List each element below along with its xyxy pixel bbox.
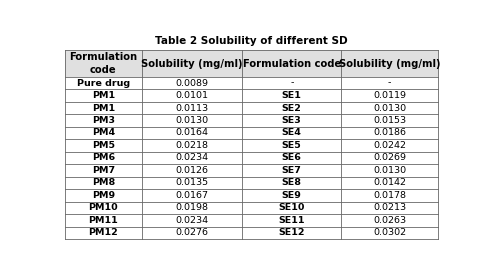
Text: SE10: SE10 [278, 204, 305, 212]
Text: Formulation
code: Formulation code [69, 52, 137, 75]
Text: 0.0218: 0.0218 [175, 141, 209, 150]
Text: 0.0130: 0.0130 [373, 104, 406, 112]
Text: -: - [388, 79, 391, 88]
Text: SE11: SE11 [278, 216, 305, 225]
Text: Solubility (mg/ml): Solubility (mg/ml) [339, 59, 440, 69]
Text: 0.0242: 0.0242 [373, 141, 406, 150]
Text: PM12: PM12 [88, 228, 118, 237]
Text: PM4: PM4 [92, 128, 115, 137]
Text: 0.0119: 0.0119 [373, 91, 406, 100]
Text: SE3: SE3 [282, 116, 301, 125]
Bar [65, 50, 438, 77]
Text: 0.0269: 0.0269 [373, 153, 406, 162]
Text: SE6: SE6 [282, 153, 301, 162]
Text: 0.0276: 0.0276 [175, 228, 209, 237]
Text: 0.0198: 0.0198 [175, 204, 209, 212]
Text: PM10: PM10 [88, 204, 118, 212]
Text: SE1: SE1 [282, 91, 301, 100]
Text: 0.0130: 0.0130 [373, 166, 406, 175]
Text: 0.0089: 0.0089 [175, 79, 209, 88]
Text: PM6: PM6 [92, 153, 115, 162]
Text: SE8: SE8 [282, 178, 302, 188]
Text: SE12: SE12 [278, 228, 305, 237]
Text: 0.0178: 0.0178 [373, 191, 406, 200]
Text: PM9: PM9 [92, 191, 115, 200]
Text: PM5: PM5 [92, 141, 115, 150]
Text: PM3: PM3 [92, 116, 115, 125]
Text: SE4: SE4 [282, 128, 301, 137]
Text: 0.0101: 0.0101 [175, 91, 209, 100]
Text: Solubility (mg/ml): Solubility (mg/ml) [141, 59, 243, 69]
Text: 0.0153: 0.0153 [373, 116, 406, 125]
Text: 0.0126: 0.0126 [175, 166, 209, 175]
Text: 0.0113: 0.0113 [175, 104, 209, 112]
Text: PM7: PM7 [92, 166, 115, 175]
Text: PM1: PM1 [92, 91, 115, 100]
Text: SE2: SE2 [282, 104, 301, 112]
Text: 0.0186: 0.0186 [373, 128, 406, 137]
Text: 0.0167: 0.0167 [175, 191, 209, 200]
Text: 0.0234: 0.0234 [175, 216, 209, 225]
Text: SE7: SE7 [282, 166, 301, 175]
Text: Formulation code: Formulation code [243, 59, 341, 69]
Text: 0.0263: 0.0263 [373, 216, 406, 225]
Text: 0.0302: 0.0302 [373, 228, 406, 237]
Text: 0.0234: 0.0234 [175, 153, 209, 162]
Text: SE5: SE5 [282, 141, 301, 150]
Text: -: - [290, 79, 294, 88]
Text: PM1: PM1 [92, 104, 115, 112]
Text: SE9: SE9 [282, 191, 301, 200]
Text: 0.0130: 0.0130 [175, 116, 209, 125]
Text: PM11: PM11 [88, 216, 118, 225]
Text: Table 2 Solubility of different SD: Table 2 Solubility of different SD [155, 36, 348, 46]
Text: PM8: PM8 [92, 178, 115, 188]
Text: 0.0135: 0.0135 [175, 178, 209, 188]
Text: 0.0213: 0.0213 [373, 204, 406, 212]
Text: 0.0164: 0.0164 [175, 128, 209, 137]
Text: Pure drug: Pure drug [77, 79, 130, 88]
Text: 0.0142: 0.0142 [373, 178, 406, 188]
